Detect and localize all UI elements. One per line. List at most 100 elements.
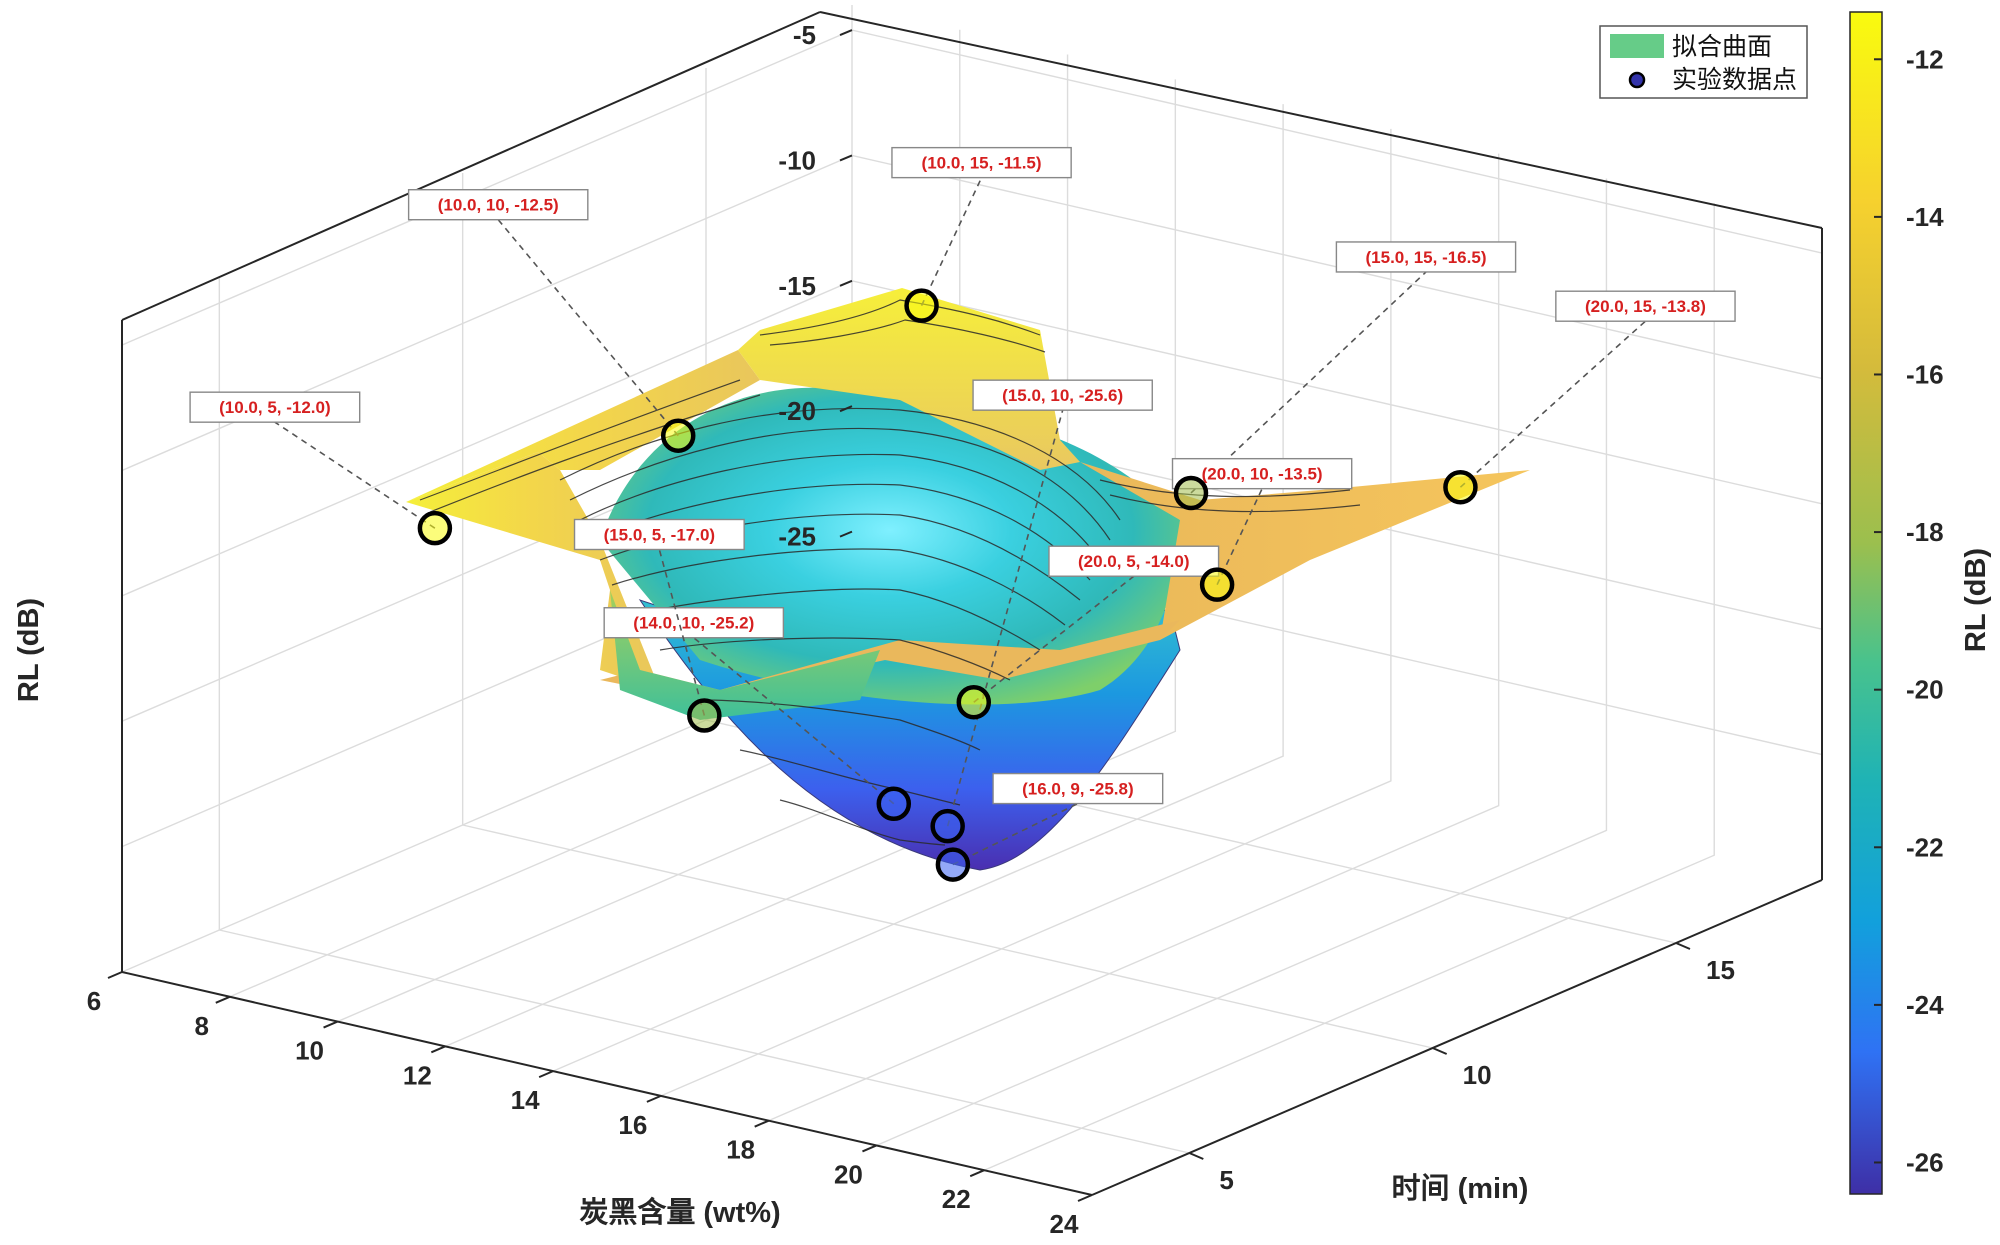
legend-points-marker — [1628, 71, 1646, 89]
x-tick-mark — [754, 1119, 770, 1128]
data-point — [687, 698, 722, 733]
grid-line-x — [660, 128, 1392, 1097]
colorbar-tick-label: -24 — [1906, 990, 1944, 1020]
legend-surface-swatch — [1610, 34, 1664, 58]
annotation-box — [992, 772, 1164, 805]
legend: 拟合曲面 实验数据点 — [1599, 25, 1808, 99]
x-tick-label: 18 — [726, 1135, 755, 1165]
grid-line-x — [768, 153, 1500, 1122]
surface-front-wall — [610, 590, 880, 720]
data-point — [660, 418, 696, 453]
annotation-label: (10.0, 10, -12.5) — [438, 196, 559, 215]
grid-line-y — [461, 173, 1433, 1049]
annotation-label: (10.0, 15, -11.5) — [922, 154, 1042, 173]
annotation-leader — [274, 421, 436, 529]
grid-line-y — [218, 278, 1190, 1154]
annotation-label: (20.0, 10, -13.5) — [1202, 465, 1323, 484]
annotation-leader — [973, 575, 1135, 703]
x-axis-title: 炭黑含量 (wt%) — [579, 1195, 780, 1229]
axes-box — [121, 5, 1823, 1196]
y-tick-label: 15 — [1706, 955, 1735, 985]
colorbar-tick-label: -18 — [1906, 517, 1944, 547]
y-axis-title: 时间 (min) — [1392, 1172, 1529, 1205]
data-point — [956, 684, 992, 720]
y-tick-label: 10 — [1463, 1060, 1492, 1090]
data-point — [1199, 567, 1235, 602]
colorbar-tick-label: -14 — [1906, 202, 1944, 232]
x-tick-label: 10 — [295, 1036, 324, 1066]
y-tick-mark — [1432, 1047, 1448, 1055]
annotation-box — [1335, 241, 1517, 273]
grid-line-x — [445, 79, 1177, 1047]
annotation-label: (15.0, 15, -16.5) — [1366, 248, 1487, 267]
z-tick-mark — [839, 29, 853, 37]
y-tick-mark — [1188, 1152, 1204, 1160]
grid-line-x — [983, 203, 1715, 1171]
colorbar-tick-label: -20 — [1906, 675, 1944, 705]
colorbar-tick-label: -26 — [1906, 1147, 1944, 1177]
annotation-label: (10.0, 5, -12.0) — [219, 398, 331, 417]
annotation-box — [1555, 290, 1736, 322]
z-axis-title: RL (dB) — [13, 598, 45, 702]
data-point — [930, 808, 965, 844]
annotation-box — [407, 189, 589, 221]
y-tick-mark — [1675, 942, 1691, 950]
annotation-leader — [658, 549, 706, 716]
surface-contours — [419, 299, 1361, 846]
colorbar-ticks: -12 -14 -16 -18 -20 -22 -24 -26 — [1874, 44, 1944, 1177]
x-tick-label: 12 — [403, 1060, 432, 1090]
z-tick-label: -25 — [778, 522, 816, 552]
x-tick-mark — [430, 1045, 446, 1054]
x-tick-mark — [215, 995, 231, 1004]
z-tick-mark — [839, 154, 853, 162]
data-point — [904, 288, 939, 323]
annotation-box — [189, 391, 361, 423]
x-tick-mark — [862, 1144, 877, 1153]
annotation-box — [573, 518, 745, 551]
colorbar-tick-label: -16 — [1906, 359, 1944, 389]
legend-surface-label: 拟合曲面 — [1672, 32, 1772, 61]
x-tick-label: 8 — [195, 1011, 209, 1041]
z-tick-mark — [839, 279, 853, 287]
x-tick-mark — [107, 971, 123, 979]
annotation-box — [603, 607, 785, 639]
z-tick-label: -5 — [793, 20, 816, 50]
annotations: (10.0, 5, -12.0) (14.0, 10, -25.2) (10.0, … — [189, 146, 1736, 866]
annotation-label: (15.0, 10, -25.6) — [1002, 386, 1123, 405]
colorbar: -12 -14 -16 -18 -20 -22 -24 -26 RL (dB) — [1849, 11, 1992, 1195]
annotation-label: (16.0, 9, -25.8) — [1022, 780, 1134, 799]
x-tick-label: 16 — [618, 1110, 647, 1140]
annotation-leader — [497, 219, 679, 437]
data-point — [935, 847, 971, 882]
annotation-label: (20.0, 15, -13.8) — [1585, 297, 1706, 316]
x-tick-label: 14 — [511, 1085, 540, 1115]
x-tick-mark — [323, 1020, 338, 1029]
annotation-box — [891, 146, 1072, 179]
x-tick-mark — [1077, 1194, 1093, 1202]
annotation-leader — [952, 802, 1079, 866]
annotation-leader — [1216, 488, 1263, 586]
annotation-leader — [920, 177, 983, 306]
z-tick-label: -10 — [778, 145, 816, 175]
annotation-leader — [1190, 271, 1427, 494]
z-tick-mark — [839, 530, 853, 538]
data-point — [876, 786, 912, 821]
surface-rim-left — [406, 452, 660, 690]
data-point — [417, 510, 453, 546]
legend-points-label: 实验数据点 — [1672, 65, 1797, 94]
data-point — [1443, 469, 1478, 505]
x-tick-label: 20 — [834, 1159, 863, 1189]
colorbar-gradient — [1849, 11, 1883, 1195]
surface-rim-back — [738, 288, 1080, 470]
x-axis-ticks: 6 8 10 12 14 16 18 20 22 24 — [87, 971, 1093, 1239]
annotation-label: (15.0, 5, -17.0) — [604, 526, 716, 545]
data-point — [1173, 475, 1209, 511]
annotation-leader — [1459, 320, 1646, 488]
colorbar-tick-label: -12 — [1906, 44, 1944, 74]
x-tick-mark — [969, 1169, 985, 1178]
surface-rim-back-left — [406, 350, 760, 502]
y-tick-label: 5 — [1219, 1165, 1233, 1195]
annotation-box — [1048, 545, 1220, 577]
annotation-leader — [946, 409, 1064, 827]
